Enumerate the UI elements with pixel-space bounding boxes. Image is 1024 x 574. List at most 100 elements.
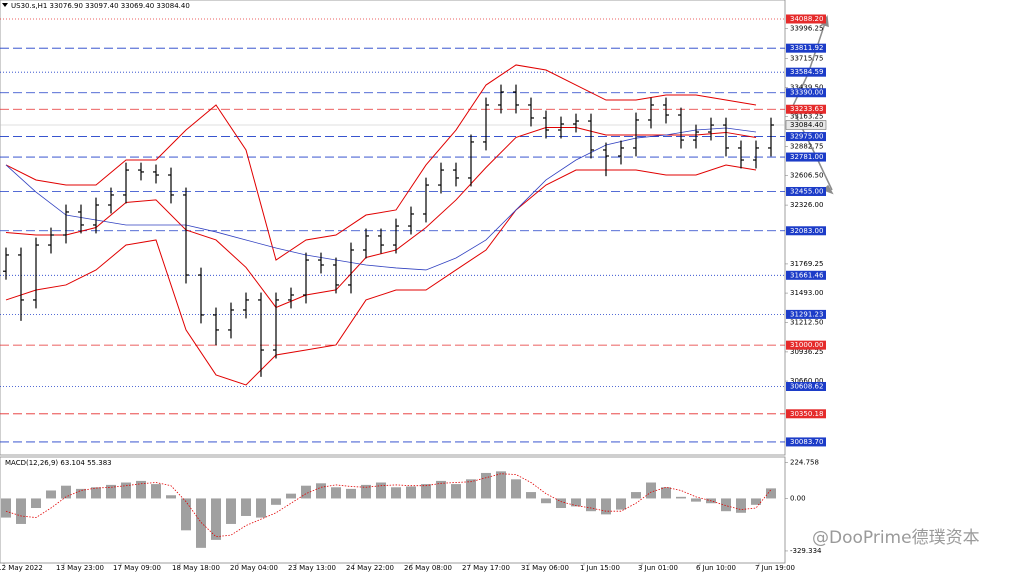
level-label: 31291.23 [790,310,823,318]
level-label: 30350.18 [790,410,823,418]
macd-bar [541,498,551,504]
level-label: 33811.92 [790,44,823,52]
macd-bar [631,492,641,499]
macd-bar [76,488,86,499]
x-tick-label: 23 May 13:00 [288,564,336,572]
macd-bar [106,484,116,499]
macd-bar [196,498,206,548]
level-tag [786,381,826,391]
macd-bar [286,493,296,499]
macd-bar [166,495,176,499]
y-tick-label: 33163.25 [790,113,823,121]
level-label: 32781.00 [790,153,823,161]
current-price-tag [785,120,827,130]
macd-bar [361,484,371,499]
macd-bar [31,498,41,509]
macd-bar [136,480,146,499]
x-tick-label: 24 May 22:00 [346,564,394,572]
macd-bar [601,498,611,515]
macd-bar [481,472,491,499]
macd-bar [676,496,686,499]
y-tick-label: 31212.50 [790,319,823,327]
level-label: 32083.00 [790,227,823,235]
x-tick-label: 13 May 23:00 [56,564,104,572]
macd-label: MACD(12,26,9) 63.104 55.383 [5,459,112,467]
level-tag [786,437,826,447]
macd-bar [616,498,626,510]
macd-bar [571,498,581,507]
macd-bar [16,498,26,524]
macd-bar [766,488,776,499]
macd-bar [91,487,101,499]
macd-bar [526,492,536,499]
level-label: 31661.46 [790,271,824,279]
y-tick-label: 31493.00 [790,289,823,297]
level-tag [786,132,826,142]
macd-bar [556,498,566,509]
x-tick-label: 17 May 09:00 [113,564,161,572]
y-tick-label: -329.334 [790,547,822,555]
macd-bar [256,498,266,518]
level-label: 33233.63 [790,105,823,113]
macd-bar [421,484,431,499]
macd-bar [661,487,671,499]
macd-bar [271,498,281,505]
moving-average [5,127,757,271]
macd-bar [331,487,341,499]
macd-bar [751,498,761,505]
level-label: 34088.20 [790,15,823,23]
macd-bar [376,482,386,499]
x-tick-label: 26 May 08:00 [404,564,452,572]
y-tick-label: 33715.75 [790,54,823,62]
y-tick-label: 31769.25 [790,260,823,268]
macd-bar [721,498,731,512]
x-tick-label: 1 Jun 15:00 [580,564,620,572]
macd-bar [151,484,161,499]
macd-bar [181,498,191,531]
x-tick-label: 12 May 2022 [0,564,43,572]
macd-bar [646,482,656,499]
macd-bar [46,490,56,499]
bollinger-upper [5,64,757,261]
level-label: 30083.70 [790,438,823,446]
x-tick-label: 6 Jun 10:00 [696,564,736,572]
level-label: 33584.59 [790,68,823,76]
current-price-label: 33084.40 [790,121,823,129]
level-tag [786,226,826,236]
y-tick-label: 33439.50 [790,84,823,92]
macd-bar [391,487,401,499]
level-tag [786,88,826,98]
level-label: 33390.00 [790,89,823,97]
level-label: 30608.62 [790,382,823,390]
level-tag [786,409,826,419]
y-tick-label: 32326.00 [790,201,823,209]
macd-bar [241,498,251,516]
x-tick-label: 3 Jun 01:00 [638,564,678,572]
bollinger-middle [5,126,757,309]
macd-bar [211,498,221,540]
macd-bar [121,482,131,499]
y-tick-label: 0.00 [790,494,806,502]
macd-bar [586,498,596,512]
watermark: @DooPrime德璞资本 [812,528,980,548]
menu-arrow[interactable] [2,3,8,7]
x-tick-label: 27 May 17:00 [462,564,510,572]
level-tag [786,14,826,24]
x-tick-label: 31 May 06:00 [521,564,569,572]
macd-bar [61,485,71,499]
macd-bar [691,498,701,502]
macd-bar [496,471,506,499]
level-tag [786,104,826,114]
level-tag [786,340,826,350]
price-panel [0,0,786,456]
y-tick-label: 30660.00 [790,377,823,385]
level-tag [786,67,826,77]
macd-bar [1,498,11,518]
y-tick-label: 33996.25 [790,25,823,33]
macd-bar [511,479,521,499]
bollinger-lower [5,164,757,386]
y-tick-label: 30936.25 [790,348,823,356]
level-tag [786,152,826,162]
x-tick-label: 7 Jun 19:00 [755,564,795,572]
